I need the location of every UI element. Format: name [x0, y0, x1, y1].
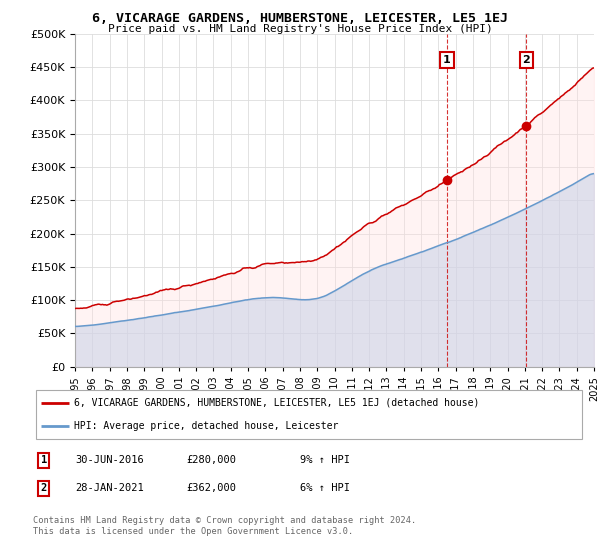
Text: 9% ↑ HPI: 9% ↑ HPI	[300, 455, 350, 465]
Text: 2: 2	[523, 55, 530, 66]
Text: 28-JAN-2021: 28-JAN-2021	[75, 483, 144, 493]
Text: 2: 2	[41, 483, 47, 493]
Text: 6, VICARAGE GARDENS, HUMBERSTONE, LEICESTER, LE5 1EJ (detached house): 6, VICARAGE GARDENS, HUMBERSTONE, LEICES…	[74, 398, 480, 408]
Text: Price paid vs. HM Land Registry's House Price Index (HPI): Price paid vs. HM Land Registry's House …	[107, 24, 493, 34]
Text: 6, VICARAGE GARDENS, HUMBERSTONE, LEICESTER, LE5 1EJ: 6, VICARAGE GARDENS, HUMBERSTONE, LEICES…	[92, 12, 508, 25]
Text: 6% ↑ HPI: 6% ↑ HPI	[300, 483, 350, 493]
Text: 30-JUN-2016: 30-JUN-2016	[75, 455, 144, 465]
Text: 1: 1	[443, 55, 451, 66]
FancyBboxPatch shape	[36, 390, 582, 438]
Text: £362,000: £362,000	[186, 483, 236, 493]
Text: £280,000: £280,000	[186, 455, 236, 465]
Text: HPI: Average price, detached house, Leicester: HPI: Average price, detached house, Leic…	[74, 421, 339, 431]
Text: Contains HM Land Registry data © Crown copyright and database right 2024.
This d: Contains HM Land Registry data © Crown c…	[33, 516, 416, 536]
Text: 1: 1	[41, 455, 47, 465]
